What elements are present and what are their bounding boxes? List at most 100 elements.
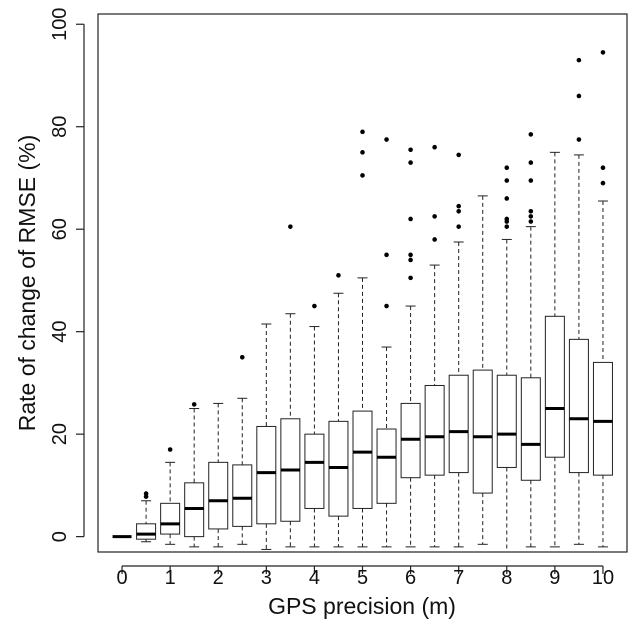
box-group [136, 491, 157, 543]
x-tick-label: 2 [213, 567, 224, 589]
y-tick-label: 60 [49, 218, 71, 240]
iqr-box [352, 410, 373, 509]
box-group [544, 151, 565, 548]
box-group [496, 165, 517, 553]
iqr-box [424, 384, 445, 476]
outlier-point [528, 219, 534, 224]
box-group [424, 144, 445, 548]
iqr-box [592, 361, 613, 476]
outlier-point [239, 354, 245, 360]
y-tick-label: 80 [49, 116, 71, 138]
outlier-point [432, 237, 437, 242]
y-tick-label: 100 [49, 8, 71, 41]
box-group [280, 224, 301, 548]
box-group [568, 57, 589, 545]
box-group [448, 152, 469, 548]
outlier-point [504, 196, 510, 201]
box-group [304, 303, 325, 548]
x-tick-label: 3 [261, 567, 272, 589]
box-group [160, 447, 181, 545]
x-tick-label: 7 [453, 567, 464, 589]
outlier-point [504, 216, 510, 222]
outlier-point [408, 147, 413, 153]
outlier-point [384, 303, 389, 309]
outlier-point [336, 273, 341, 278]
outlier-point [600, 165, 606, 171]
outlier-point [167, 447, 173, 452]
outlier-point [360, 173, 365, 178]
iqr-box [232, 464, 253, 527]
iqr-box [520, 377, 541, 481]
outlier-point [408, 275, 413, 281]
box-group [208, 402, 229, 548]
outlier-point [504, 178, 510, 183]
iqr-box [304, 433, 325, 509]
outlier-point [360, 129, 365, 135]
box-group [352, 129, 373, 548]
outlier-point [576, 57, 582, 63]
y-tick-label: 40 [49, 321, 71, 343]
box-group [232, 354, 253, 545]
box-group [184, 402, 205, 548]
outlier-point [576, 93, 582, 99]
iqr-box [136, 523, 157, 540]
plot-frame [97, 13, 628, 553]
box-group [328, 273, 349, 548]
outlier-point [191, 402, 197, 407]
outlier-point [360, 150, 365, 155]
iqr-box [160, 502, 181, 535]
outlier-point [528, 178, 534, 183]
outlier-point [384, 137, 389, 142]
iqr-box [448, 374, 469, 474]
outlier-point [600, 50, 606, 55]
outlier-point [432, 214, 437, 219]
x-tick-label: 6 [405, 567, 416, 589]
outlier-point [504, 165, 510, 171]
x-tick-label: 10 [592, 567, 614, 589]
x-tick-label: 5 [357, 567, 368, 589]
x-tick-label: 0 [116, 567, 127, 589]
x-tick-label: 4 [309, 567, 320, 589]
outlier-point [408, 257, 413, 263]
outlier-point [408, 216, 413, 222]
outlier-point [456, 152, 461, 158]
box-group [592, 50, 613, 548]
x-tick-label: 9 [549, 567, 560, 589]
box-group [400, 147, 421, 548]
outlier-point [504, 224, 510, 229]
outlier-point [288, 224, 293, 229]
iqr-box [496, 374, 517, 468]
x-axis: 0 1 2 3 4 5 6 7 8 9 10 [116, 565, 614, 589]
iqr-box [472, 369, 493, 494]
y-tick-label: 0 [49, 531, 71, 542]
box-group [520, 132, 541, 548]
box-group [256, 323, 277, 550]
outlier-point [312, 303, 317, 309]
x-axis-title: GPS precision (m) [268, 593, 456, 619]
outlier-point [456, 203, 461, 209]
box-group [472, 195, 493, 545]
outlier-point [528, 214, 534, 219]
box-series [112, 50, 613, 553]
iqr-box [376, 428, 397, 504]
outlier-point [143, 491, 149, 496]
outlier-point [456, 224, 461, 229]
outlier-point [528, 132, 534, 137]
outlier-point [456, 208, 461, 214]
outlier-point [576, 137, 582, 142]
x-tick-label: 1 [165, 567, 176, 589]
iqr-box [208, 461, 229, 530]
outlier-point [408, 160, 413, 165]
outlier-point [408, 252, 413, 258]
box-group [376, 137, 397, 548]
iqr-box [544, 315, 565, 458]
iqr-box [256, 425, 277, 525]
outlier-point [432, 144, 437, 150]
outlier-point [528, 208, 534, 214]
x-tick-label: 8 [501, 567, 512, 589]
outlier-point [384, 252, 389, 258]
iqr-box [568, 338, 589, 474]
y-axis-title: Rate of change of RMSE (%) [14, 135, 40, 432]
outlier-point [600, 180, 606, 186]
